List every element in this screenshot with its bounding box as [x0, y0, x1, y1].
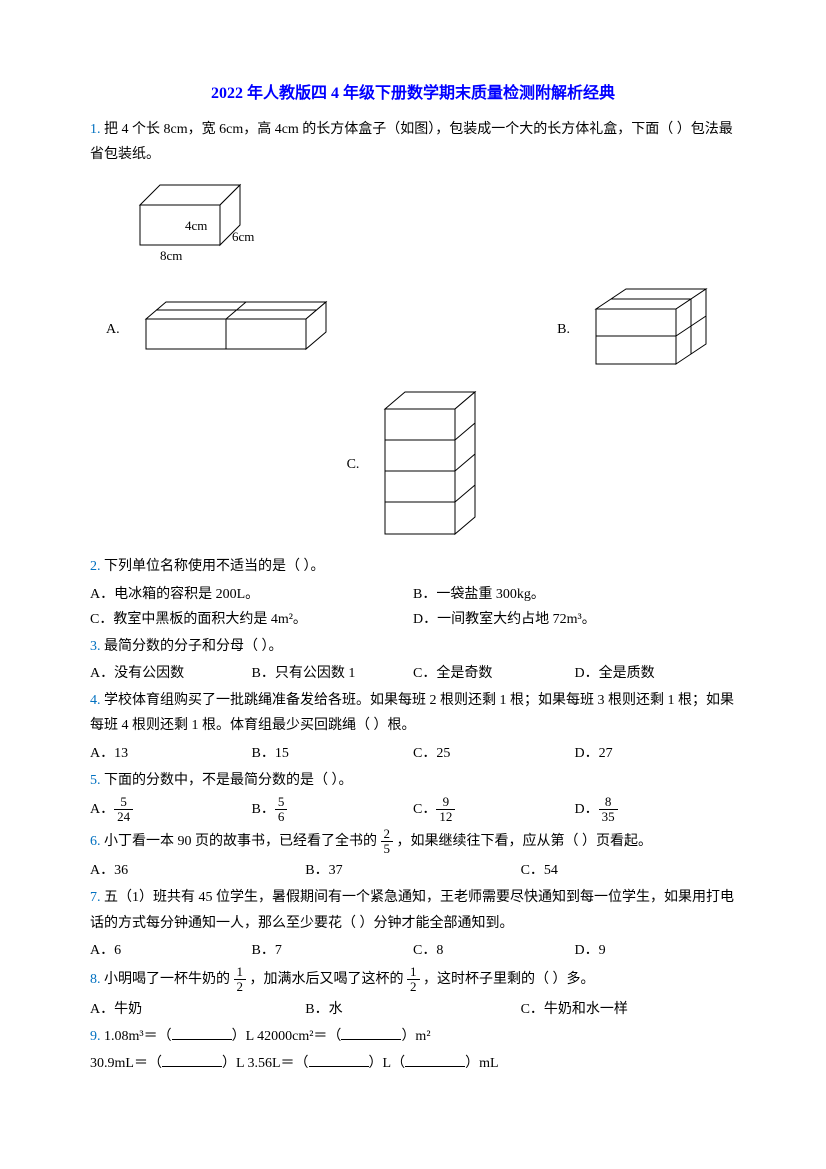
q6-num: 6.	[90, 834, 101, 849]
q8-text2: ，加满水后又喝了这杯的	[250, 972, 404, 987]
question-1: 1. 把 4 个长 8cm，宽 6cm，高 4cm 的长方体盒子（如图），包装成…	[90, 117, 736, 167]
question-9-line2: 30.9mL＝（）L 3.56L＝（）L（）mL	[90, 1051, 736, 1076]
q3-text: 最简分数的分子和分母（ ）。	[104, 639, 283, 654]
q5-num: 5.	[90, 773, 101, 788]
q8-frac2: 12	[407, 965, 420, 995]
option-c-label: C.	[347, 452, 360, 477]
label-8cm: 8cm	[160, 248, 182, 263]
question-9-line1: 9. 1.08m³＝（）L 42000cm²＝（）m²	[90, 1024, 736, 1049]
q2-num: 2.	[90, 559, 101, 574]
question-3: 3. 最简分数的分子和分母（ ）。	[90, 634, 736, 659]
q5-options: A．524 B．56 C．912 D．835	[90, 795, 736, 825]
q3-num: 3.	[90, 639, 101, 654]
option-b-diagram	[586, 284, 736, 374]
q6-frac: 25	[381, 827, 394, 857]
option-b-label: B.	[557, 317, 570, 342]
q8-opt-a: A．牛奶	[90, 997, 305, 1022]
q8-text3: ，这时杯子里剩的（ ）多。	[423, 972, 595, 987]
q7-opt-b: B．7	[252, 938, 414, 963]
label-6cm: 6cm	[232, 229, 254, 244]
q3-opt-b: B．只有公因数 1	[252, 661, 414, 686]
blank	[172, 1026, 232, 1040]
q6-text1: 小丁看一本 90 页的故事书，已经看了全书的	[104, 834, 377, 849]
q6-text2: ，如果继续往下看，应从第（ ）页看起。	[397, 834, 653, 849]
question-6: 6. 小丁看一本 90 页的故事书，已经看了全书的 25 ，如果继续往下看，应从…	[90, 827, 736, 857]
q1-text: 把 4 个长 8cm，宽 6cm，高 4cm 的长方体盒子（如图），包装成一个大…	[90, 122, 733, 162]
q6-opt-c: C．54	[521, 858, 736, 883]
q6-opt-a: A．36	[90, 858, 305, 883]
question-8: 8. 小明喝了一杯牛奶的 12 ，加满水后又喝了这杯的 12 ，这时杯子里剩的（…	[90, 965, 736, 995]
q2-opt-b: B．一袋盐重 300kg。	[413, 582, 736, 607]
q5-opt-b: B．56	[252, 795, 414, 825]
q5-text: 下面的分数中，不是最简分数的是（ ）。	[104, 773, 353, 788]
q4-opt-a: A．13	[90, 741, 252, 766]
q6-opt-b: B．37	[305, 858, 520, 883]
q3-opt-c: C．全是奇数	[413, 661, 575, 686]
q4-opt-b: B．15	[252, 741, 414, 766]
option-a-label: A.	[106, 317, 120, 342]
q3-options: A．没有公因数 B．只有公因数 1 C．全是奇数 D．全是质数	[90, 661, 736, 686]
question-5: 5. 下面的分数中，不是最简分数的是（ ）。	[90, 768, 736, 793]
q3-opt-d: D．全是质数	[575, 661, 737, 686]
q2-text: 下列单位名称使用不适当的是（ ）。	[104, 559, 325, 574]
blank	[309, 1053, 369, 1067]
blank	[341, 1026, 401, 1040]
q8-num: 8.	[90, 972, 101, 987]
question-4: 4. 学校体育组购买了一批跳绳准备发给各班。如果每班 2 根则还剩 1 根；如果…	[90, 688, 736, 738]
page-title: 2022 年人教版四 4 年级下册数学期末质量检测附解析经典	[90, 80, 736, 109]
q2-options: A．电冰箱的容积是 200L。 B．一袋盐重 300kg。 C．教室中黑板的面积…	[90, 582, 736, 632]
q6-options: A．36 B．37 C．54	[90, 858, 736, 883]
q8-options: A．牛奶 B．水 C．牛奶和水一样	[90, 997, 736, 1022]
q2-opt-c: C．教室中黑板的面积大约是 4m²。	[90, 607, 413, 632]
question-7: 7. 五（1）班共有 45 位学生，暑假期间有一个紧急通知，王老师需要尽快通知到…	[90, 885, 736, 935]
q7-opt-c: C．8	[413, 938, 575, 963]
q1-box-diagram: 4cm 6cm 8cm	[130, 175, 736, 274]
q9-num: 9.	[90, 1029, 101, 1044]
blank	[405, 1053, 465, 1067]
q5-opt-c: C．912	[413, 795, 575, 825]
q1-option-c: C.	[90, 384, 736, 544]
q8-opt-b: B．水	[305, 997, 520, 1022]
q7-options: A．6 B．7 C．8 D．9	[90, 938, 736, 963]
q8-frac1: 12	[234, 965, 247, 995]
q7-num: 7.	[90, 890, 101, 905]
q2-opt-d: D．一间教室大约占地 72m³。	[413, 607, 736, 632]
label-4cm: 4cm	[185, 218, 207, 233]
question-2: 2. 下列单位名称使用不适当的是（ ）。	[90, 554, 736, 579]
q5-opt-a: A．524	[90, 795, 252, 825]
q7-opt-d: D．9	[575, 938, 737, 963]
q3-opt-a: A．没有公因数	[90, 661, 252, 686]
q1-options-ab: A. B.	[90, 284, 736, 374]
q7-opt-a: A．6	[90, 938, 252, 963]
option-a-diagram	[136, 294, 336, 364]
q8-text1: 小明喝了一杯牛奶的	[104, 972, 230, 987]
q8-opt-c: C．牛奶和水一样	[521, 997, 736, 1022]
q7-text: 五（1）班共有 45 位学生，暑假期间有一个紧急通知，王老师需要尽快通知到每一位…	[90, 890, 734, 930]
option-c-diagram	[375, 384, 495, 544]
q4-opt-c: C．25	[413, 741, 575, 766]
q4-options: A．13 B．15 C．25 D．27	[90, 741, 736, 766]
q2-opt-a: A．电冰箱的容积是 200L。	[90, 582, 413, 607]
q4-num: 4.	[90, 693, 101, 708]
q1-num: 1.	[90, 122, 101, 137]
q4-text: 学校体育组购买了一批跳绳准备发给各班。如果每班 2 根则还剩 1 根；如果每班 …	[90, 693, 734, 733]
q4-opt-d: D．27	[575, 741, 737, 766]
q5-opt-d: D．835	[575, 795, 737, 825]
blank	[162, 1053, 222, 1067]
